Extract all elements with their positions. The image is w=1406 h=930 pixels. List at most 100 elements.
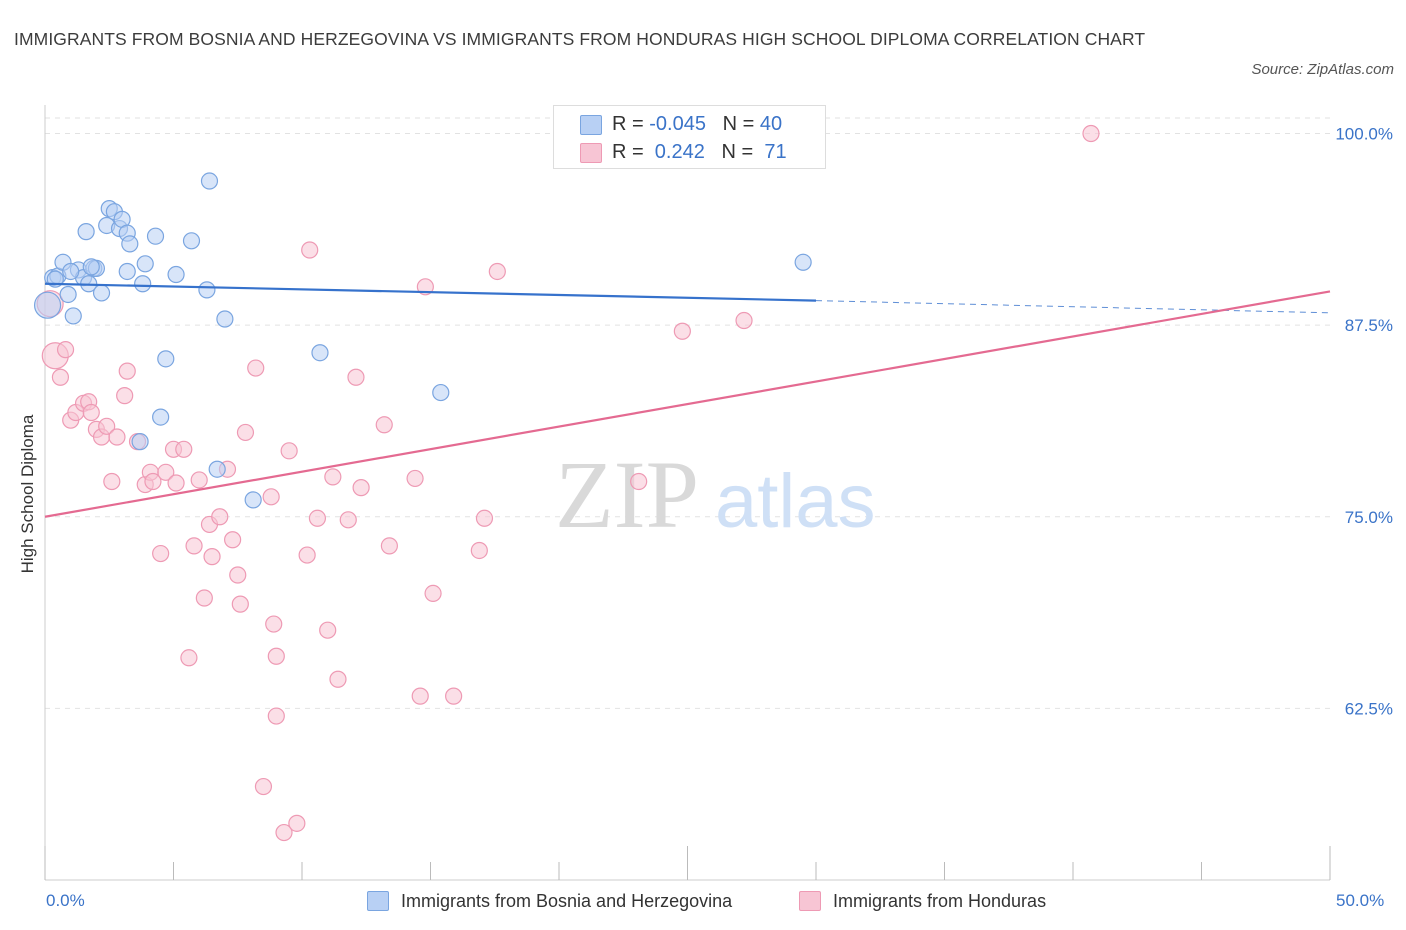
y-tick-label: 75.0% [1345,508,1393,527]
data-point [794,253,812,271]
data-point [203,548,221,566]
data-point [59,285,77,304]
data-point [445,687,463,705]
data-point [157,350,175,368]
data-point [247,359,265,377]
data-point [231,595,249,613]
data-point [211,508,229,526]
data-point [182,232,201,250]
data-point [144,472,162,491]
data-point [424,584,442,603]
data-point [33,291,62,319]
honduras-trend-line [44,290,1331,518]
data-point [329,670,347,688]
data-point [319,621,337,639]
legend-bosnia-swatch [367,891,389,911]
data-point [146,227,165,245]
y-tick-labels: 62.5% 75.0% 87.5% 100.0% [1335,125,1393,719]
legend-honduras-swatch [799,891,821,911]
data-point [311,344,329,362]
bosnia-stats: R = -0.045 N = 40 [612,112,783,135]
x-tick-label-min: 0.0% [46,891,85,910]
data-point [267,707,285,725]
data-point [190,471,208,489]
data-point [131,433,149,451]
data-point [262,488,280,506]
data-point [298,546,316,564]
source-label: Source: ZipAtlas.com [1251,61,1394,78]
data-point [180,649,198,667]
data-point [136,255,154,273]
data-point [92,284,111,302]
y-tick-label: 100.0% [1335,125,1393,144]
data-point [134,275,152,293]
axes [44,105,1331,881]
data-point [432,383,450,402]
data-point [265,615,283,633]
watermark: ZIP atlas [555,441,876,548]
data-point [406,469,424,488]
bosnia-trend-line [44,282,817,302]
data-point [62,262,80,281]
data-point [121,235,139,253]
data-point [324,468,342,486]
data-point [1082,124,1100,143]
legend-honduras-label: Immigrants from Honduras [833,890,1047,911]
data-point [229,566,247,584]
data-point [254,777,273,796]
data-point [98,417,116,435]
data-point [280,442,298,460]
honduras-points [36,124,1100,842]
data-point [347,368,365,386]
data-point [301,241,319,259]
data-point [64,307,82,325]
data-point [103,472,121,491]
data-point [82,258,100,276]
data-point [352,479,370,497]
legend-item-bosnia: Immigrants from Bosnia and Herzegovina [367,886,732,916]
data-point [167,474,185,492]
data-point [195,589,213,607]
honduras-n-value: 71 [758,140,787,163]
data-point [200,172,219,190]
data-point [475,509,494,527]
data-point [152,408,170,426]
data-point [735,311,753,330]
stats-legend: R = -0.045 N = 40 R = 0.242 N = 71 [553,105,826,169]
y-tick-label: 87.5% [1345,316,1393,335]
data-point [470,541,488,560]
data-point [488,262,506,281]
data-point [236,423,255,442]
y-tick-label: 62.5% [1345,699,1393,718]
data-point [224,531,242,549]
data-point [208,460,226,478]
legend-bosnia-label: Immigrants from Bosnia and Herzegovina [401,890,733,911]
data-point [157,463,175,481]
x-tick-label-max: 50.0% [1336,891,1385,910]
bosnia-swatch [580,115,602,135]
data-point [198,281,216,299]
data-point [339,511,357,529]
data-point [380,537,398,555]
data-point [175,440,193,458]
trend-lines [44,282,1331,518]
honduras-swatch [580,143,602,163]
data-point [77,223,95,241]
data-point [51,368,70,386]
data-point [275,823,293,842]
data-point [308,509,327,527]
honduras-stats: R = 0.242 N = 71 [612,140,787,163]
bosnia-trend-extension [815,300,1331,314]
data-point [411,687,429,705]
data-point [152,544,170,563]
data-point [116,387,134,405]
bosnia-n-value: 40 [759,112,783,135]
data-point [630,472,648,491]
data-point [118,262,136,281]
data-point [185,537,203,555]
data-point [244,491,262,509]
honduras-r-value: 0.242 [649,140,705,163]
data-point [288,814,306,832]
watermark-atlas: atlas [715,459,876,544]
legend-item-honduras: Immigrants from Honduras [799,886,1046,916]
